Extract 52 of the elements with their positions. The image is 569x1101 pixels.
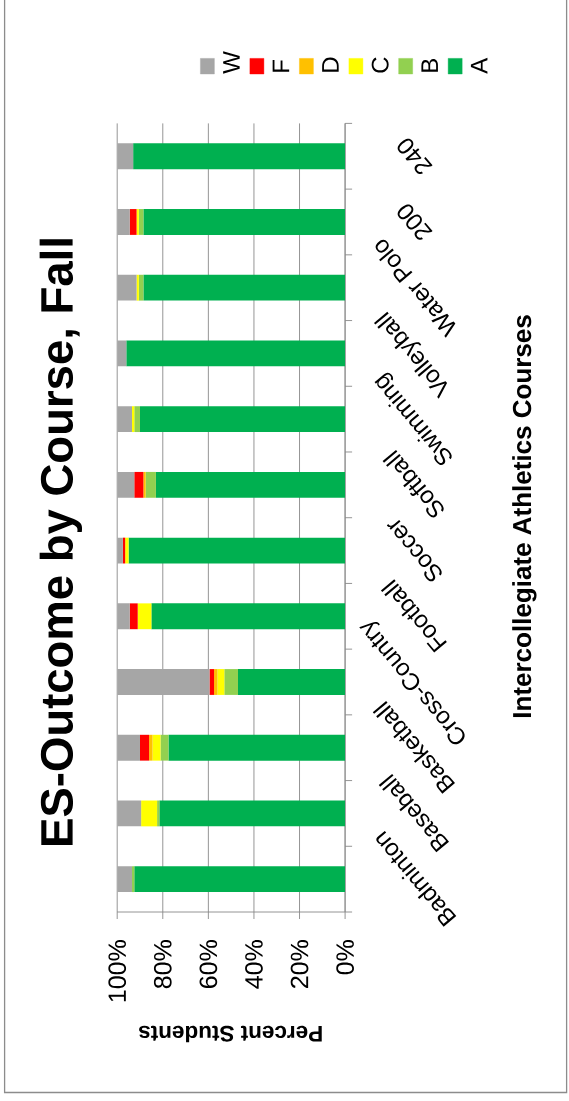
bar bbox=[117, 603, 130, 630]
legend-label: W bbox=[223, 51, 240, 74]
y-axis-title: Intercollegiate Athletics Courses bbox=[512, 315, 537, 718]
bar bbox=[117, 800, 142, 827]
x-tick-label: 0% bbox=[336, 940, 354, 975]
bar bbox=[149, 734, 153, 761]
bar bbox=[117, 406, 133, 433]
legend-label: B bbox=[421, 59, 438, 72]
x-tick-label: 60% bbox=[199, 940, 218, 988]
bar bbox=[152, 734, 161, 761]
bar bbox=[155, 471, 346, 498]
x-axis-title: Percent Students bbox=[139, 1025, 322, 1043]
bar bbox=[117, 734, 140, 761]
bar bbox=[117, 143, 134, 170]
y-tick-label: 240 bbox=[397, 138, 433, 175]
bar bbox=[128, 537, 346, 564]
legend-label: C bbox=[371, 57, 389, 73]
bar bbox=[117, 866, 133, 893]
bar bbox=[129, 209, 137, 235]
bar bbox=[159, 800, 346, 827]
bar bbox=[117, 274, 137, 301]
legend-label: D bbox=[322, 57, 339, 72]
bar bbox=[224, 669, 238, 695]
x-tick-label: 40% bbox=[245, 940, 263, 989]
bar bbox=[139, 734, 150, 761]
bar bbox=[145, 471, 156, 498]
bar bbox=[143, 471, 146, 498]
bar bbox=[117, 471, 135, 498]
bar bbox=[237, 669, 346, 695]
bar bbox=[137, 603, 152, 630]
bar bbox=[126, 340, 346, 367]
bar bbox=[134, 471, 144, 498]
legend-label: A bbox=[470, 57, 488, 74]
legend-label: F bbox=[272, 60, 290, 72]
bar bbox=[129, 603, 138, 630]
x-tick-label: 100% bbox=[108, 940, 127, 1002]
bar bbox=[134, 866, 346, 893]
bar bbox=[168, 734, 346, 761]
bar bbox=[134, 406, 140, 433]
bar bbox=[143, 274, 346, 301]
bar bbox=[133, 143, 346, 170]
text: ES-Outcome by Course, Fall bbox=[39, 239, 83, 845]
x-tick-label: 80% bbox=[153, 940, 172, 989]
y-tick-label: 200 bbox=[397, 204, 433, 240]
bar bbox=[143, 209, 346, 235]
x-tick-label: 20% bbox=[290, 940, 309, 988]
bar bbox=[117, 669, 210, 695]
bar bbox=[217, 669, 225, 695]
bar bbox=[141, 800, 158, 827]
bar bbox=[139, 406, 346, 433]
bar bbox=[151, 603, 346, 630]
bar bbox=[117, 209, 130, 235]
